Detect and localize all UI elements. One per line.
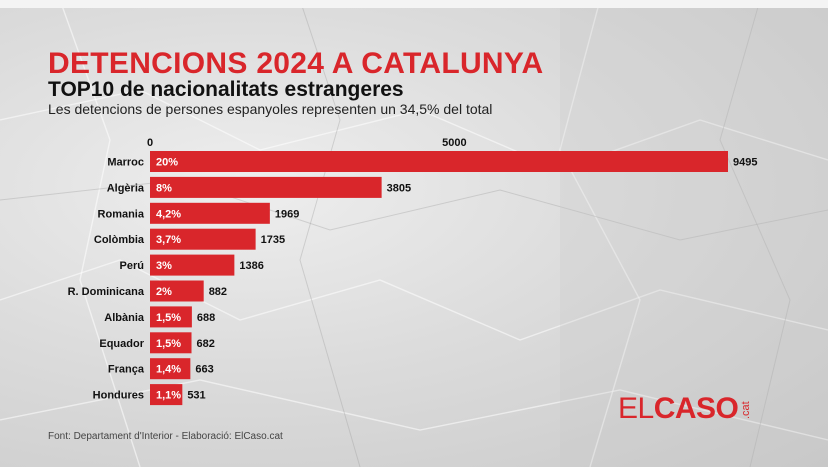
category-label: Colòmbia bbox=[94, 234, 145, 246]
percent-label: 20% bbox=[156, 157, 178, 169]
bar bbox=[150, 280, 204, 302]
elcaso-logo: ELCASO .cat bbox=[618, 392, 756, 426]
category-label: Marroc bbox=[107, 157, 144, 169]
category-label: Hondures bbox=[93, 390, 144, 402]
value-label: 9495 bbox=[733, 157, 757, 169]
chart-subtitle: TOP10 de nacionalitats estrangeres bbox=[48, 78, 404, 101]
percent-label: 1,5% bbox=[156, 338, 181, 350]
chart-note: Les detencions de persones espanyoles re… bbox=[48, 101, 493, 117]
percent-label: 1,5% bbox=[156, 312, 181, 324]
category-label: Algèria bbox=[107, 182, 145, 194]
category-label: Perú bbox=[120, 260, 144, 272]
chart-title: DETENCIONS 2024 A CATALUNYA bbox=[48, 47, 544, 80]
value-label: 3805 bbox=[387, 182, 411, 194]
bar bbox=[150, 151, 728, 172]
percent-label: 2% bbox=[156, 286, 172, 298]
value-label: 531 bbox=[187, 390, 205, 402]
percent-label: 1,1% bbox=[156, 390, 181, 402]
logo-main-text: CASO bbox=[653, 392, 739, 425]
category-label: R. Dominicana bbox=[68, 286, 145, 298]
bar bbox=[150, 176, 382, 198]
value-label: 1735 bbox=[261, 234, 285, 246]
category-label: Equador bbox=[99, 338, 144, 350]
bar bbox=[150, 254, 235, 276]
x-tick-label: 0 bbox=[147, 137, 153, 149]
percent-label: 4,2% bbox=[156, 208, 181, 220]
category-label: Romania bbox=[98, 208, 145, 220]
value-label: 1969 bbox=[275, 208, 299, 220]
logo-prefix: EL bbox=[618, 392, 654, 425]
category-label: França bbox=[108, 364, 145, 376]
value-label: 882 bbox=[209, 286, 227, 298]
bar bbox=[150, 202, 270, 224]
bar bbox=[150, 358, 191, 380]
value-label: 663 bbox=[195, 364, 213, 376]
bar bbox=[150, 306, 192, 328]
bar bbox=[150, 384, 183, 406]
percent-label: 3% bbox=[156, 260, 172, 272]
bar bbox=[150, 332, 192, 354]
x-tick-label: 5000 bbox=[442, 137, 466, 149]
bar bbox=[150, 228, 256, 250]
value-label: 682 bbox=[197, 338, 215, 350]
percent-label: 8% bbox=[156, 182, 172, 194]
source-note: Font: Departament d'Interior - Elaboraci… bbox=[48, 431, 283, 442]
value-label: 1386 bbox=[239, 260, 263, 272]
top-bar bbox=[0, 0, 828, 8]
percent-label: 3,7% bbox=[156, 234, 181, 246]
percent-label: 1,4% bbox=[156, 364, 181, 376]
category-label: Albània bbox=[104, 312, 145, 324]
logo-tld: .cat bbox=[740, 401, 753, 419]
value-label: 688 bbox=[197, 312, 215, 324]
